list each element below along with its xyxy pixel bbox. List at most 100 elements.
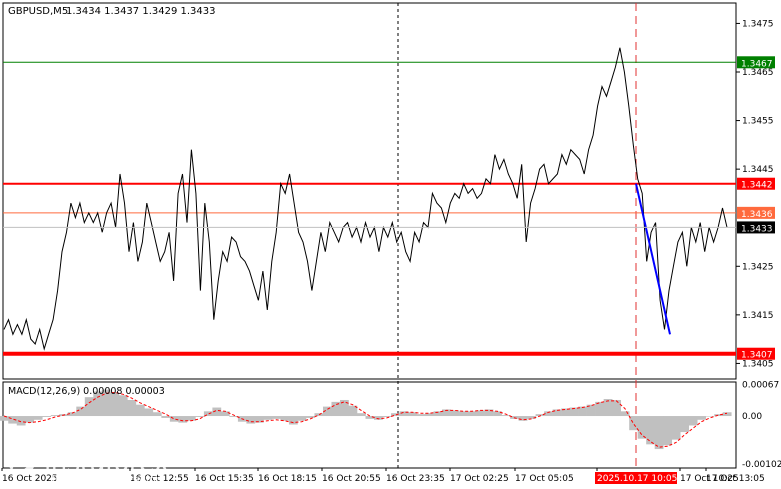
macd-bar xyxy=(322,406,332,417)
macd-tick-label: 0.00 xyxy=(742,412,762,422)
time-axis-label: 16 Oct 2025 xyxy=(2,474,58,484)
level-tag-bg-1.3407 xyxy=(737,347,775,360)
macd-bar xyxy=(663,416,673,446)
macd-bar xyxy=(33,416,43,420)
signal-time-tag-bg xyxy=(595,472,677,484)
macd-bar xyxy=(118,395,128,417)
macd-bar xyxy=(714,414,724,417)
macd-bar xyxy=(697,416,707,420)
macd-bar xyxy=(391,413,400,417)
current-price-tag: 1.3433 xyxy=(741,224,773,234)
macd-bar xyxy=(229,416,239,417)
price-tick-label: 1.3405 xyxy=(742,359,774,369)
signal-time-tag: 2025.10.17 10:05 xyxy=(597,474,677,484)
macd-bar xyxy=(620,411,630,417)
macd-bar xyxy=(84,397,94,417)
macd-bar xyxy=(195,416,205,417)
macd-bar xyxy=(101,389,111,417)
price-tick-label: 1.3445 xyxy=(742,165,774,175)
macd-bar xyxy=(493,411,502,417)
macd-bar xyxy=(331,401,341,417)
logo-brand-text: instaforex xyxy=(44,448,169,478)
macd-axis: 0.00067 0.00 -0.00102 xyxy=(742,380,781,470)
time-axis-label: 17 Oct 13:05 xyxy=(706,474,765,484)
macd-signal-line xyxy=(3,391,728,448)
macd-bar xyxy=(110,392,120,417)
level-tag-1.3436: 1.3436 xyxy=(741,210,773,220)
macd-bar xyxy=(186,416,196,421)
macd-bar xyxy=(459,411,468,417)
macd-bar xyxy=(212,407,222,417)
time-axis-label: 16 Oct 15:35 xyxy=(195,474,254,484)
macd-bar xyxy=(8,416,18,424)
logo-icon xyxy=(8,451,40,475)
macd-bar xyxy=(50,415,60,417)
macd-bar xyxy=(552,409,562,417)
macd-bar xyxy=(484,409,494,417)
time-axis-label: 17 Oct 05:05 xyxy=(515,474,574,484)
macd-bar xyxy=(535,414,545,417)
logo-tagline: Instant Forex Trading xyxy=(52,474,163,486)
current-price-tag-bg xyxy=(737,221,775,234)
macd-bar xyxy=(305,416,315,418)
macd-bar xyxy=(637,416,647,439)
macd-tick-label: 0.00067 xyxy=(742,380,779,390)
macd-bar xyxy=(203,411,213,417)
price-tick-label: 1.3425 xyxy=(742,262,774,272)
macd-bar xyxy=(671,416,681,440)
macd-bar xyxy=(135,404,145,417)
level-tag-bg-1.3436 xyxy=(737,206,775,219)
macd-bar xyxy=(42,416,52,417)
macd-bar xyxy=(271,416,281,419)
macd-bar xyxy=(501,415,511,417)
macd-bar xyxy=(722,412,732,417)
macd-bar xyxy=(314,413,324,417)
level-tag-1.3442: 1.3442 xyxy=(741,181,773,191)
trend-line[interactable] xyxy=(635,183,671,335)
macd-bar xyxy=(654,416,664,450)
macd-bar xyxy=(408,412,417,417)
macd-bar xyxy=(246,416,256,424)
macd-bar xyxy=(144,408,154,417)
macd-bar xyxy=(0,416,9,421)
macd-bar xyxy=(416,414,426,417)
macd-bar xyxy=(467,411,477,417)
macd-bar xyxy=(442,409,451,417)
macd-bar xyxy=(612,399,621,417)
price-tick-label: 1.3475 xyxy=(742,19,774,29)
macd-bar xyxy=(161,416,171,418)
macd-bar xyxy=(339,399,349,417)
macd-bar xyxy=(254,416,264,423)
macd-bar xyxy=(374,416,383,420)
macd-bar xyxy=(680,416,690,433)
macd-bar xyxy=(178,416,188,423)
macd-bar xyxy=(688,416,698,426)
macd-bar xyxy=(646,416,655,445)
macd-bar xyxy=(297,416,307,421)
macd-bar xyxy=(169,416,179,422)
time-axis-label: 16 Oct 20:55 xyxy=(322,474,381,484)
price-series-line xyxy=(3,47,728,351)
level-price-tags: 1.3467 1.3442 1.3436 1.3407 1.3433 xyxy=(737,56,775,361)
instaforex-logo: instaforex Instant Forex Trading xyxy=(6,446,169,486)
price-panel[interactable] xyxy=(2,2,737,380)
macd-bar xyxy=(595,401,604,417)
macd-bar xyxy=(76,406,86,417)
price-tick-label: 1.3465 xyxy=(742,68,774,78)
level-tag-bg-1.3442 xyxy=(737,177,775,190)
macd-bar xyxy=(586,404,596,417)
macd-bar xyxy=(603,399,613,417)
level-tag-1.3407: 1.3407 xyxy=(741,351,773,361)
macd-bar xyxy=(561,408,570,417)
macd-bar xyxy=(569,407,579,417)
macd-bar xyxy=(93,391,103,417)
price-axis: 1.34751.34651.34551.34451.34251.34151.34… xyxy=(736,19,774,369)
time-axis: 16 Oct 2025 16 Oct 12:55 16 Oct 15:35 16 Oc… xyxy=(1,468,765,484)
time-axis-label: 16 Oct 18:15 xyxy=(258,474,317,484)
macd-bar xyxy=(280,416,290,421)
price-tick-label: 1.3455 xyxy=(742,117,774,127)
macd-bar xyxy=(25,416,35,423)
macd-label: MACD(12,26,9) 0.00008 0.00003 xyxy=(8,386,165,397)
level-tag-1.3467: 1.3467 xyxy=(741,59,773,69)
